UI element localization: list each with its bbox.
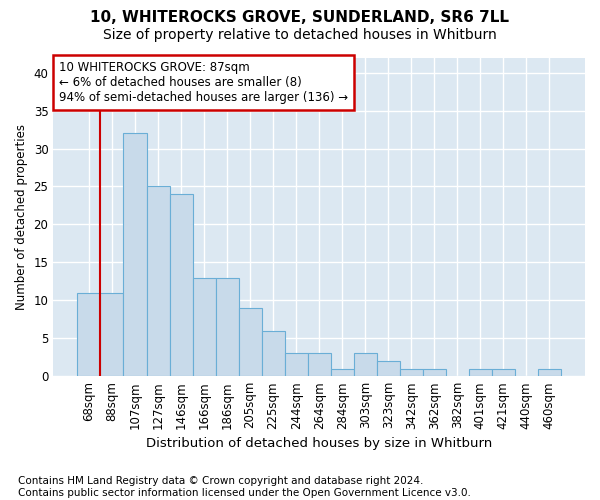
Bar (215, 278, 239, 376)
Bar (308, 354, 331, 376)
Bar (377, 361, 400, 376)
Bar (77, 292, 100, 376)
Text: 10 WHITEROCKS GROVE: 87sqm
← 6% of detached houses are smaller (8)
94% of semi-d: 10 WHITEROCKS GROVE: 87sqm ← 6% of detac… (59, 60, 348, 104)
Bar (170, 194, 193, 376)
Bar (331, 368, 353, 376)
Bar (239, 308, 262, 376)
Bar (262, 330, 284, 376)
Bar (400, 368, 423, 376)
Text: Contains HM Land Registry data © Crown copyright and database right 2024.
Contai: Contains HM Land Registry data © Crown c… (18, 476, 471, 498)
Bar (284, 354, 308, 376)
Bar (492, 368, 515, 376)
X-axis label: Distribution of detached houses by size in Whitburn: Distribution of detached houses by size … (146, 437, 492, 450)
Bar (146, 186, 170, 376)
Bar (538, 368, 561, 376)
Bar (124, 134, 146, 376)
Bar (193, 278, 215, 376)
Bar (423, 368, 446, 376)
Text: 10, WHITEROCKS GROVE, SUNDERLAND, SR6 7LL: 10, WHITEROCKS GROVE, SUNDERLAND, SR6 7L… (91, 10, 509, 25)
Y-axis label: Number of detached properties: Number of detached properties (15, 124, 28, 310)
Bar (469, 368, 492, 376)
Text: Size of property relative to detached houses in Whitburn: Size of property relative to detached ho… (103, 28, 497, 42)
Bar (100, 292, 124, 376)
Bar (353, 354, 377, 376)
